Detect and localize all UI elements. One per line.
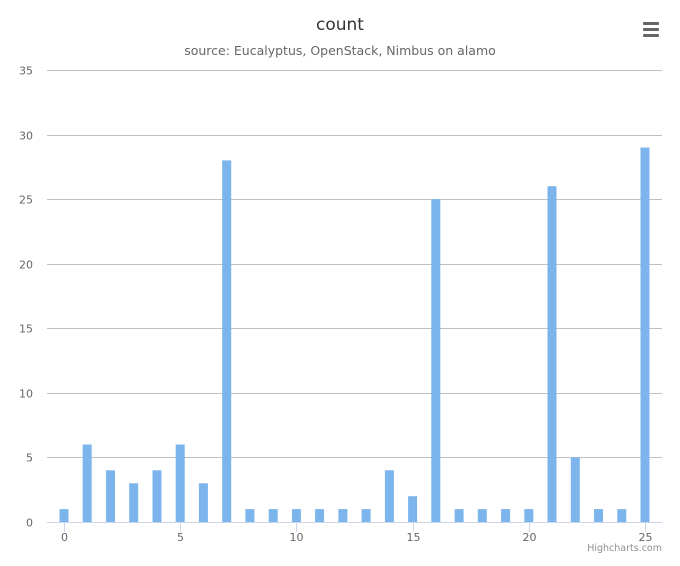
bar-23 bbox=[594, 509, 603, 522]
x-tick-label-15: 15 bbox=[407, 531, 421, 544]
y-tick-label-5: 5 bbox=[26, 452, 33, 465]
x-tick-label-5: 5 bbox=[177, 531, 184, 544]
bar-17 bbox=[454, 509, 464, 522]
bar-16 bbox=[431, 199, 441, 522]
bar-3 bbox=[129, 483, 139, 522]
y-tick-label-30: 30 bbox=[19, 130, 33, 143]
bar-11 bbox=[315, 509, 325, 522]
bar-25 bbox=[640, 147, 650, 522]
highcharts-credits-link[interactable]: Highcharts.com bbox=[587, 543, 662, 554]
bar-14 bbox=[384, 470, 394, 522]
x-tick-label-0: 0 bbox=[61, 531, 68, 544]
bar-5 bbox=[175, 444, 185, 522]
bar-4 bbox=[152, 470, 162, 522]
bar-20 bbox=[524, 509, 534, 522]
bar-7 bbox=[222, 160, 232, 522]
bar-8 bbox=[245, 509, 255, 522]
bar-10 bbox=[291, 509, 301, 522]
bar-1 bbox=[82, 444, 92, 522]
y-tick-label-20: 20 bbox=[19, 259, 33, 272]
y-tick-label-25: 25 bbox=[19, 194, 33, 207]
bar-24 bbox=[617, 509, 627, 522]
bar-2 bbox=[106, 470, 115, 522]
bar-19 bbox=[501, 509, 511, 522]
bar-21 bbox=[547, 186, 557, 522]
bar-18 bbox=[477, 509, 487, 522]
bar-6 bbox=[198, 483, 208, 522]
bar-15 bbox=[408, 496, 418, 522]
x-tick-label-20: 20 bbox=[523, 531, 537, 544]
bar-22 bbox=[570, 457, 580, 522]
y-tick-label-0: 0 bbox=[26, 517, 33, 530]
bar-0 bbox=[59, 509, 69, 522]
y-tick-label-10: 10 bbox=[19, 388, 33, 401]
bar-13 bbox=[361, 509, 371, 522]
chart-subtitle: source: Eucalyptus, OpenStack, Nimbus on… bbox=[184, 43, 496, 58]
bar-12 bbox=[338, 509, 348, 522]
hamburger-menu-icon[interactable] bbox=[637, 18, 665, 42]
x-tick-label-25: 25 bbox=[639, 531, 653, 544]
x-tick-label-10: 10 bbox=[290, 531, 304, 544]
bar-9 bbox=[268, 509, 278, 522]
y-tick-label-15: 15 bbox=[19, 323, 33, 336]
y-tick-label-35: 35 bbox=[19, 65, 33, 78]
chart-title: count bbox=[316, 15, 364, 35]
